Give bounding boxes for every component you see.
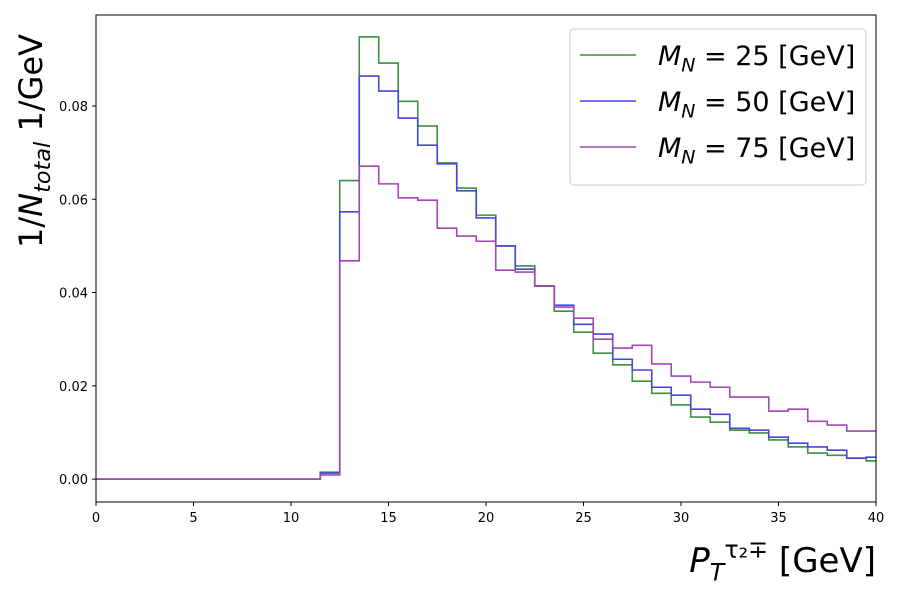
legend-label: MN = 75 [GeV] bbox=[658, 133, 855, 169]
x-tick-label: 15 bbox=[380, 511, 397, 526]
x-tick-label: 0 bbox=[92, 511, 100, 526]
y-tick-label: 0.00 bbox=[59, 473, 88, 488]
y-tick-label: 0.08 bbox=[59, 100, 88, 115]
x-tick-label: 40 bbox=[868, 511, 885, 526]
x-tick-label: 5 bbox=[189, 511, 197, 526]
legend-box bbox=[569, 28, 867, 186]
x-tick-label: 35 bbox=[770, 511, 787, 526]
x-tick-label: 20 bbox=[478, 511, 495, 526]
legend-label: MN = 25 [GeV] bbox=[658, 41, 855, 77]
y-tick-label: 0.02 bbox=[59, 380, 88, 395]
x-tick-label: 25 bbox=[575, 511, 592, 526]
legend-label: MN = 50 [GeV] bbox=[658, 87, 855, 123]
plot-area bbox=[96, 36, 876, 480]
y-tick-label: 0.04 bbox=[59, 287, 88, 302]
x-tick-label: 10 bbox=[283, 511, 300, 526]
y-tick-label: 0.06 bbox=[59, 193, 88, 208]
y-axis-label: 1/Ntotal 1/GeV bbox=[12, 34, 56, 248]
x-tick-label: 30 bbox=[673, 511, 690, 526]
step-line bbox=[96, 165, 876, 480]
x-axis-label: PTτ₂∓ [GeV] bbox=[689, 536, 876, 587]
